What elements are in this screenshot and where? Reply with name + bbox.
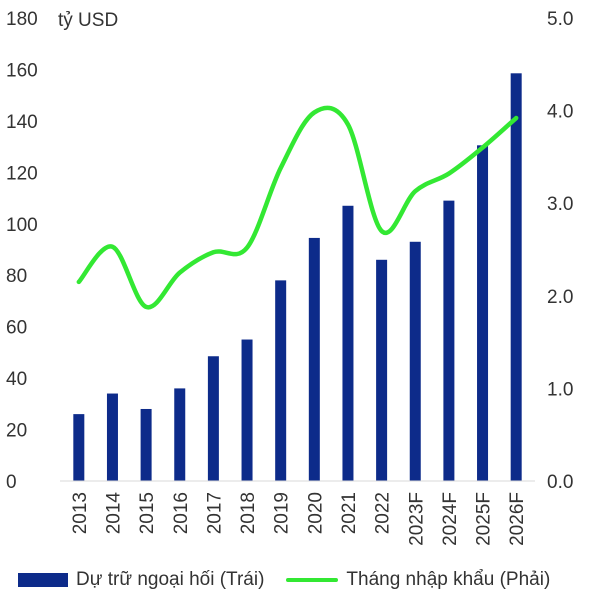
x-tick-label-2013: 2013 <box>70 492 91 534</box>
x-tick-label-2016: 2016 <box>171 492 192 534</box>
legend-label-reserves: Dự trữ ngoại hối (Trái) <box>76 569 265 590</box>
left-tick-label: 80 <box>6 266 27 287</box>
bar-2024F <box>443 200 455 481</box>
bar-2018 <box>241 339 253 481</box>
bar-2017 <box>207 356 219 481</box>
x-tick-label-2023F: 2023F <box>406 492 427 546</box>
bar-2026F <box>510 73 522 482</box>
left-tick-label: 60 <box>6 318 27 339</box>
left-tick-label: 160 <box>6 60 38 81</box>
legend-item-import-months: Tháng nhập khẩu (Phải) <box>264 569 550 591</box>
legend-item-reserves: Dự trữ ngoại hối (Trái) <box>18 569 264 591</box>
left-tick-label: 0 <box>6 472 17 493</box>
x-tick-label-2015: 2015 <box>137 492 158 534</box>
line-layer <box>76 105 519 310</box>
right-axis: 0.0 1.0 2.0 3.0 4.0 5.0 <box>547 9 573 493</box>
chart: 0 20 40 60 80 100 120 140 160 180 0.0 1.0 2.0 3.0 4.0… <box>6 9 573 546</box>
x-tick-label-2017: 2017 <box>204 492 225 534</box>
x-tick-label-2020: 2020 <box>305 492 326 534</box>
right-tick-label: 0.0 <box>547 472 573 493</box>
left-tick-label: 120 <box>6 163 38 184</box>
x-tick-label-2025F: 2025F <box>474 492 495 546</box>
bar-2025F <box>477 145 489 481</box>
series-line-import-months <box>76 105 519 310</box>
legend-label-import-months: Tháng nhập khẩu (Phải) <box>346 569 551 590</box>
right-tick-label: 5.0 <box>547 9 573 30</box>
x-tick-label-2018: 2018 <box>238 492 259 534</box>
x-tick-label-2014: 2014 <box>103 492 124 535</box>
x-tick-label-2021: 2021 <box>339 492 360 534</box>
bar-2021 <box>342 205 354 481</box>
bar-2019 <box>275 280 287 481</box>
x-tick-label-2019: 2019 <box>272 492 293 534</box>
left-tick-label: 100 <box>6 215 38 236</box>
bar-2015 <box>140 408 152 481</box>
left-tick-label: 140 <box>6 112 38 133</box>
bar-2014 <box>106 393 118 481</box>
bar-2013 <box>73 414 85 481</box>
right-tick-label: 3.0 <box>547 194 573 215</box>
x-tick-label-2026F: 2026F <box>507 492 528 546</box>
left-tick-label: 20 <box>6 421 27 442</box>
unit-label: tỷ USD <box>58 10 118 31</box>
right-tick-label: 4.0 <box>547 102 573 123</box>
left-tick-label: 180 <box>6 9 38 30</box>
x-tick-label-2024F: 2024F <box>440 492 461 546</box>
bar-2016 <box>174 388 186 481</box>
legend-swatch-import-months <box>286 578 339 582</box>
bar-2022 <box>376 259 388 481</box>
right-tick-label: 1.0 <box>547 379 573 400</box>
legend-swatch-reserves <box>18 573 68 587</box>
left-axis: 0 20 40 60 80 100 120 140 160 180 <box>6 9 38 493</box>
left-tick-label: 40 <box>6 369 27 390</box>
legend: Dự trữ ngoại hối (Trái) Tháng nhập khẩu … <box>18 566 598 594</box>
bars-layer <box>73 73 522 482</box>
x-tick-label-2022: 2022 <box>373 492 394 534</box>
right-tick-label: 2.0 <box>547 287 573 308</box>
bar-2020 <box>308 237 320 481</box>
x-axis: 2013 2014 2015 2016 2017 2018 2019 2020 2021 2022… <box>60 480 535 546</box>
bar-2023F <box>409 241 421 481</box>
